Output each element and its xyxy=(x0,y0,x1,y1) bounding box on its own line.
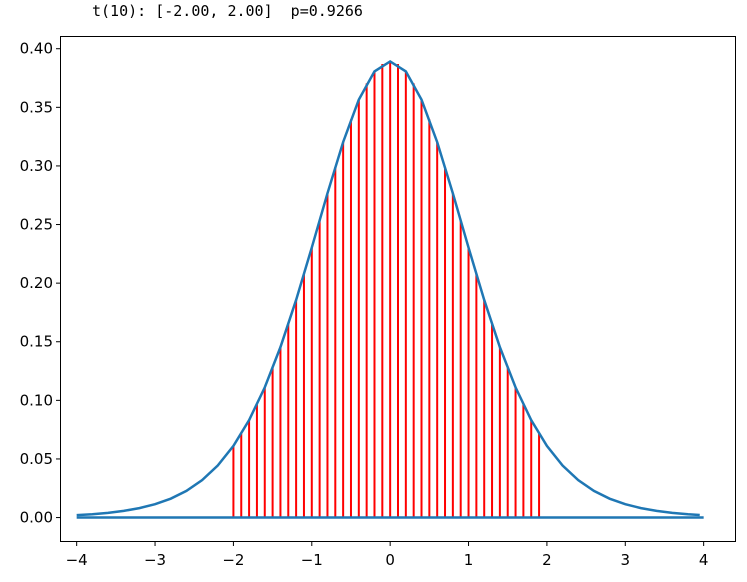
x-tick-label: 1 xyxy=(464,551,474,569)
y-tick-label: 0.30 xyxy=(20,157,53,175)
x-tick-label: −4 xyxy=(66,551,88,569)
y-tick-label: 0.10 xyxy=(20,391,53,409)
y-tick-label: 0.40 xyxy=(20,40,53,58)
x-tick-label: −2 xyxy=(222,551,244,569)
chart-title: t(10): [-2.00, 2.00] p=0.9266 xyxy=(92,2,363,20)
y-tick-label: 0.00 xyxy=(20,509,53,527)
x-tick-label: 3 xyxy=(621,551,631,569)
x-tick-label: −1 xyxy=(301,551,323,569)
y-tick-label: 0.20 xyxy=(20,274,53,292)
plot-frame xyxy=(60,36,736,542)
density-line xyxy=(76,60,700,517)
x-axis-ticks: −4 −3 −2 −1 0 1 2 3 4 xyxy=(66,541,709,569)
x-tick-label: −3 xyxy=(144,551,166,569)
x-tick-label: 4 xyxy=(699,551,709,569)
y-axis-ticks: 0.00 0.05 0.10 0.15 0.20 0.25 0.30 0.35 0.40 xyxy=(20,40,61,527)
y-tick-label: 0.15 xyxy=(20,333,53,351)
y-tick-label: 0.25 xyxy=(20,216,53,234)
x-tick-label: 2 xyxy=(542,551,552,569)
y-tick-label: 0.05 xyxy=(20,450,53,468)
y-tick-label: 0.35 xyxy=(20,98,53,116)
density-curve xyxy=(76,60,704,519)
interval-vlines xyxy=(232,61,541,518)
x-tick-label: 0 xyxy=(385,551,395,569)
